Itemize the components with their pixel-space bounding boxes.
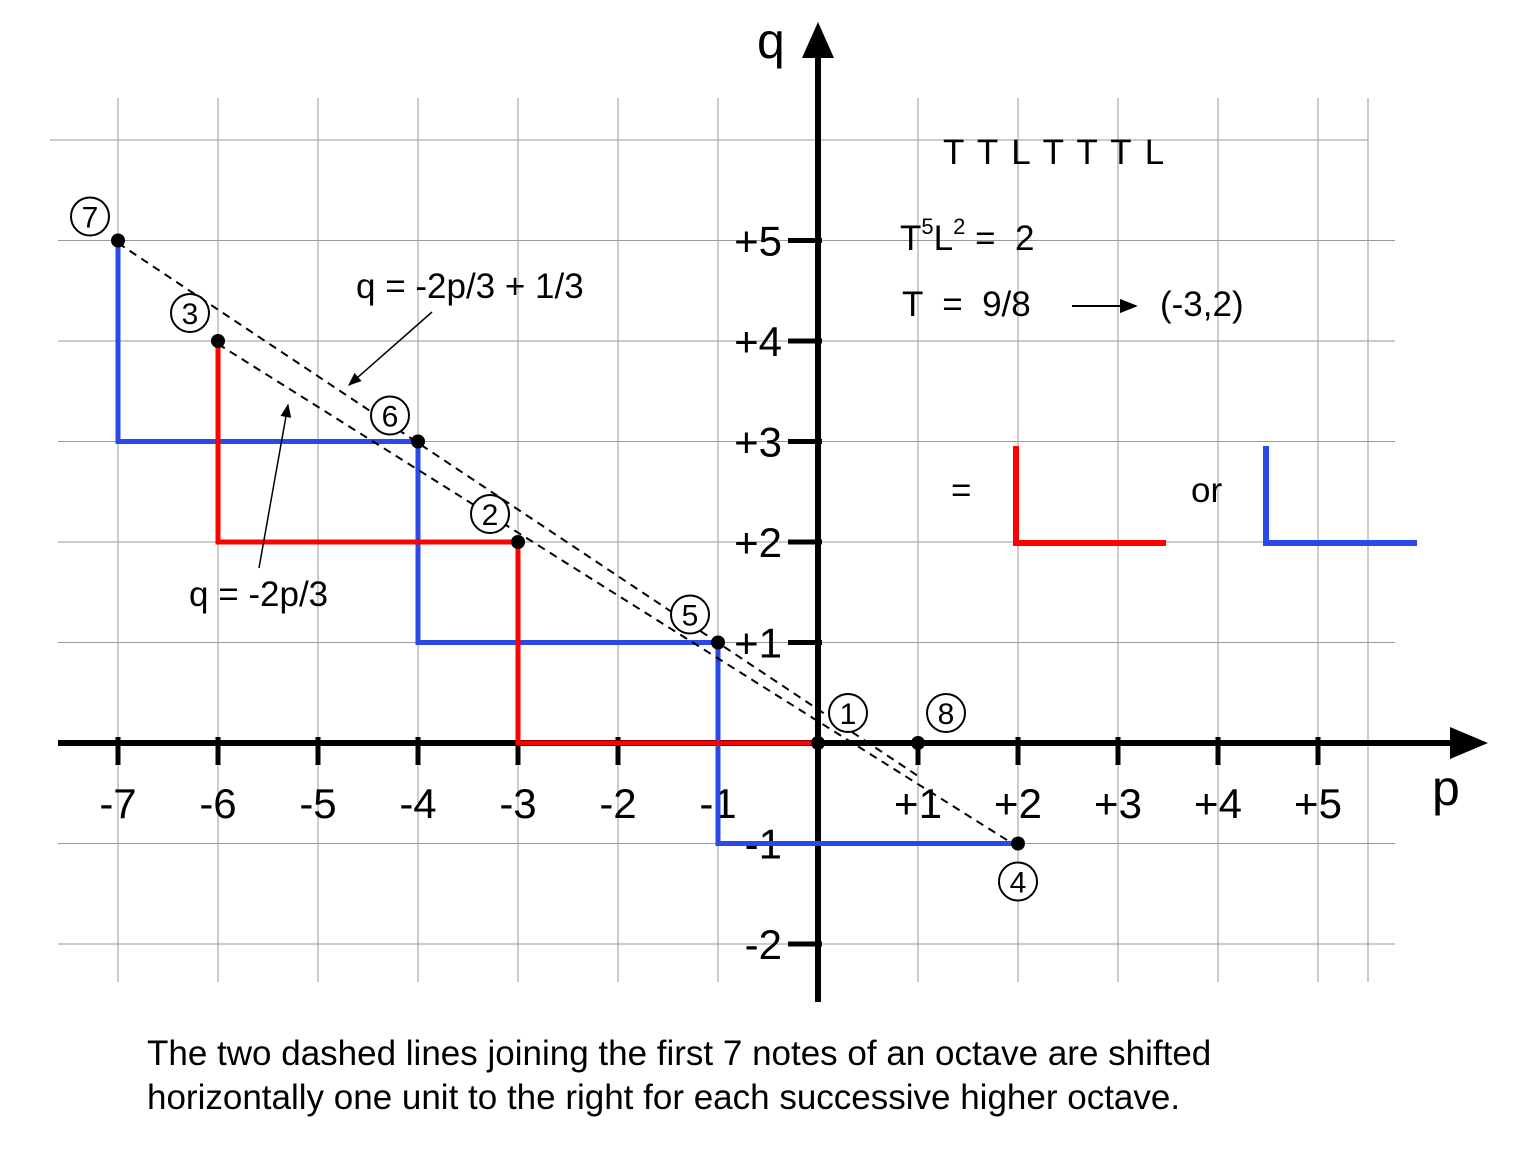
q-axis-name: q — [757, 13, 785, 69]
p-tick-label: -5 — [299, 780, 336, 827]
note-1-marker: 1 — [828, 693, 868, 733]
q-tick-label: +2 — [734, 519, 782, 566]
p-tick-label: -2 — [599, 780, 636, 827]
interval-equation: T5L2 = 2 — [900, 214, 1034, 258]
note-1-circle — [828, 693, 868, 733]
note-5-circle — [670, 594, 710, 635]
note-6-dot — [411, 434, 425, 449]
note-5-label: 5 — [682, 600, 699, 633]
note-7-marker: 7 — [70, 196, 110, 237]
upper-line-pointer — [347, 311, 433, 386]
note-3-circle — [170, 293, 210, 333]
note-4-marker: 4 — [998, 861, 1038, 902]
blue-step-path — [115, 240, 1018, 846]
note-8-circle — [926, 693, 966, 733]
note-5-dot — [711, 635, 725, 650]
tone-vector-label: (-3,2) — [1160, 285, 1244, 324]
note-3-marker: 3 — [170, 293, 210, 333]
note-6-label: 6 — [382, 401, 399, 434]
eq-exp-t: 5 — [921, 214, 933, 239]
note-2-marker: 2 — [470, 494, 510, 534]
q-tick-label: +5 — [734, 218, 782, 265]
p-tick-label: -4 — [399, 780, 436, 827]
caption-line-2: horizontally one unit to the right for e… — [147, 1078, 1181, 1117]
p-tick-label: -6 — [199, 780, 236, 827]
note-7-circle — [70, 196, 110, 237]
note-1-dot — [811, 736, 825, 750]
note-4-circle — [998, 861, 1038, 902]
p-tick-label: +4 — [1194, 780, 1242, 827]
p-tick-label: +2 — [994, 780, 1042, 827]
dashed-line-lower — [217, 343, 1019, 848]
p-tick-label: +1 — [894, 780, 942, 827]
note-7-label: 7 — [82, 202, 99, 235]
note-2-dot — [511, 535, 525, 549]
p-tick-label: -3 — [499, 780, 536, 827]
p-axis-name: p — [1432, 760, 1460, 816]
eq-base-t: T — [900, 219, 921, 258]
note-1-label: 1 — [840, 698, 857, 731]
note-2-circle — [470, 494, 510, 534]
lower-line-pointer — [258, 403, 292, 569]
note-7-dot — [111, 233, 125, 248]
q-tick-labels: +5+4+3+2+1-1-2 — [734, 218, 782, 969]
p-tick-label: +3 — [1094, 780, 1142, 827]
blue-step-glyph — [1263, 446, 1417, 546]
red-step-glyph — [1013, 446, 1166, 546]
figure-caption: The two dashed lines joining the first 7… — [147, 1032, 1487, 1120]
equals-sign: = — [951, 471, 971, 510]
note-8-dot — [911, 736, 925, 750]
note-3-dot — [211, 334, 225, 348]
p-tick-labels: -7 -6 -5 -4 -3 -2 -1 +1 +2 +3 +4 +5 — [99, 780, 1342, 827]
p-tick-label: +5 — [1294, 780, 1342, 827]
note-8-label: 8 — [938, 698, 955, 731]
note-4-dot — [1011, 836, 1025, 851]
q-tick-label: +4 — [734, 318, 782, 365]
note-6-marker: 6 — [370, 395, 410, 436]
note-5-marker: 5 — [670, 594, 710, 635]
note-3-label: 3 — [182, 298, 199, 331]
eq-rhs: = 2 — [965, 219, 1034, 258]
note-2-label: 2 — [482, 499, 499, 532]
dashed-line-upper — [117, 242, 919, 777]
tone-ratio-label: T = 9/8 — [902, 285, 1031, 324]
upper-line-label: q = -2p/3 + 1/3 — [356, 267, 584, 306]
q-tick-label: +3 — [734, 419, 782, 466]
note-4-label: 4 — [1010, 867, 1027, 900]
q-tick-label: -2 — [745, 921, 782, 968]
eq-base-l: L — [934, 219, 953, 258]
p-axis-arrow-icon — [1450, 727, 1488, 759]
or-label: or — [1191, 471, 1222, 510]
lower-line-label: q = -2p/3 — [189, 575, 328, 614]
note-points: 1 2 3 4 5 6 7 8 — [70, 196, 1038, 902]
q-axis-arrow-icon — [802, 22, 834, 58]
p-tick-label: -7 — [99, 780, 136, 827]
caption-line-1: The two dashed lines joining the first 7… — [147, 1034, 1212, 1073]
eq-exp-l: 2 — [953, 214, 965, 239]
note-8-marker: 8 — [926, 693, 966, 733]
note-6-circle — [370, 395, 410, 436]
sequence-label: T T L T T T L — [943, 133, 1166, 172]
q-axis — [802, 22, 834, 1002]
